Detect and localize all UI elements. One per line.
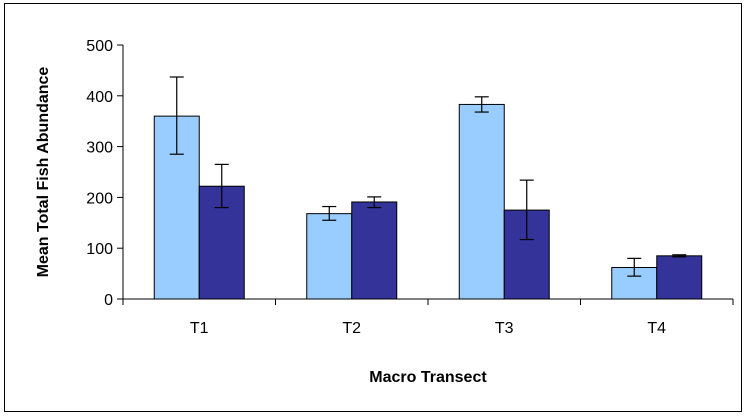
x-tick-label: T2 [342, 320, 361, 337]
y-tick-label: 0 [104, 292, 113, 309]
y-tick-label: 500 [86, 38, 113, 55]
x-tick-label: T3 [495, 320, 514, 337]
x-tick-label: T1 [190, 320, 209, 337]
x-axis-title: Macro Transect [369, 369, 487, 386]
bar [656, 255, 703, 300]
x-tick-label: T4 [647, 320, 666, 337]
bar [306, 213, 353, 300]
y-tick-label: 300 [86, 140, 113, 157]
y-axis-title: Mean Total Fish Abundance [35, 67, 52, 278]
y-tick-label: 100 [86, 241, 113, 258]
y-tick-label: 400 [86, 89, 113, 106]
y-axis: 0 100 200 300 400 500 [86, 38, 124, 309]
error-bars [169, 76, 687, 277]
x-axis: T1 T2 T3 T4 [122, 298, 734, 337]
bar [458, 103, 505, 300]
bar [351, 201, 398, 300]
bars [153, 103, 703, 300]
y-tick-label: 200 [86, 190, 113, 207]
